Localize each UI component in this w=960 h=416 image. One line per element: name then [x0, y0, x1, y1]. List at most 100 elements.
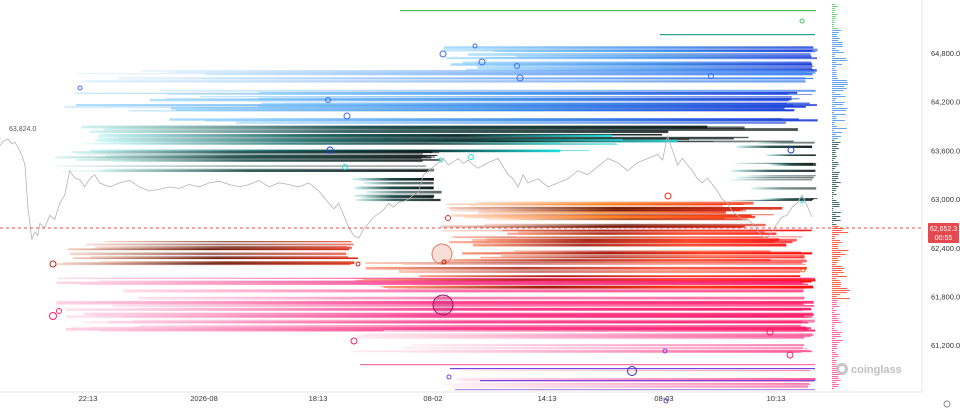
- liquidation-band: [456, 378, 816, 381]
- profile-bar: [832, 86, 845, 87]
- profile-bar: [832, 20, 834, 21]
- profile-bar: [832, 270, 842, 271]
- profile-bar: [832, 338, 835, 339]
- profile-bar: [832, 292, 847, 293]
- liquidation-band: [99, 261, 355, 264]
- liquidation-marker: [432, 294, 454, 316]
- liquidation-band: [56, 302, 803, 305]
- liquidation-marker: [77, 85, 83, 91]
- liquidation-band: [457, 382, 810, 385]
- profile-bar: [832, 238, 835, 239]
- liquidation-band: [513, 218, 745, 220]
- profile-bar: [832, 216, 841, 217]
- profile-bar: [832, 164, 839, 165]
- liquidation-band: [104, 241, 352, 243]
- x-tick-label: 08-02: [423, 394, 442, 403]
- profile-bar: [832, 298, 850, 299]
- liquidation-band: [477, 67, 812, 69]
- profile-bar: [832, 46, 844, 47]
- profile-bar: [832, 156, 837, 157]
- profile-bar: [832, 232, 849, 233]
- liquidation-band: [412, 285, 813, 288]
- profile-bar: [832, 314, 840, 315]
- liquidation-band: [730, 199, 813, 201]
- profile-bar: [832, 322, 842, 323]
- profile-bar: [832, 186, 839, 187]
- profile-bar: [832, 358, 835, 359]
- liquidation-band: [517, 231, 765, 234]
- profile-bar: [832, 104, 844, 105]
- profile-bar: [832, 24, 835, 25]
- liquidation-marker: [766, 328, 774, 336]
- profile-bar: [832, 74, 837, 75]
- profile-bar: [832, 100, 835, 101]
- liquidation-band: [484, 223, 766, 227]
- profile-bar: [832, 360, 837, 361]
- profile-bar: [832, 214, 836, 215]
- y-tick-label: 64,200.0: [931, 98, 960, 107]
- profile-bar: [832, 378, 839, 379]
- liquidation-band: [451, 214, 752, 217]
- profile-bar: [832, 78, 838, 79]
- liquidation-band: [80, 283, 809, 285]
- profile-bar: [832, 152, 836, 153]
- settings-icon[interactable]: [943, 400, 951, 408]
- liquidation-band: [104, 317, 809, 319]
- liquidation-marker: [355, 261, 361, 267]
- profile-bar: [832, 80, 848, 81]
- profile-bar: [832, 308, 834, 309]
- profile-bar: [832, 222, 833, 223]
- liquidation-level-line: [660, 34, 815, 36]
- liquidation-band: [766, 154, 816, 156]
- liquidation-band: [501, 254, 805, 258]
- profile-bar: [832, 114, 846, 115]
- profile-bar: [832, 380, 841, 381]
- profile-bar: [832, 370, 837, 371]
- liquidation-band: [476, 65, 814, 67]
- profile-bar: [832, 356, 839, 357]
- liquidation-band: [103, 128, 798, 131]
- liquidation-band: [149, 98, 789, 102]
- profile-bar: [832, 230, 843, 231]
- profile-bar: [832, 96, 846, 97]
- profile-bar: [832, 116, 837, 117]
- profile-bar: [832, 42, 843, 43]
- profile-bar: [832, 182, 841, 183]
- profile-bar: [832, 112, 834, 113]
- profile-bar: [832, 60, 848, 61]
- profile-bar: [832, 340, 843, 341]
- liquidation-band: [75, 104, 817, 106]
- liquidation-band: [95, 247, 353, 249]
- liquidation-band: [486, 238, 780, 242]
- profile-bar: [832, 206, 840, 207]
- profile-bar: [832, 190, 836, 191]
- profile-bar: [832, 48, 836, 49]
- liquidation-band: [736, 176, 814, 179]
- profile-bar: [832, 352, 836, 353]
- liquidation-band: [55, 156, 432, 159]
- liquidation-band: [516, 55, 812, 58]
- profile-bar: [832, 62, 837, 63]
- profile-bar: [832, 316, 837, 317]
- liquidation-band: [175, 109, 795, 112]
- profile-bar: [832, 334, 840, 335]
- liquidation-markers: [49, 18, 806, 404]
- liquidation-band: [383, 330, 806, 333]
- profile-bar: [832, 136, 841, 137]
- price-line: [0, 134, 813, 240]
- profile-bar: [832, 184, 836, 185]
- profile-bar: [832, 146, 837, 147]
- profile-bar: [832, 388, 835, 389]
- liquidation-marker: [627, 366, 637, 376]
- profile-bar: [832, 288, 848, 289]
- liquidation-band: [450, 63, 813, 66]
- liquidation-level-line: [450, 368, 815, 370]
- liquidation-band: [255, 94, 813, 95]
- profile-bar: [832, 106, 836, 107]
- liquidation-band: [751, 187, 817, 190]
- profile-bar: [832, 306, 840, 307]
- liquidation-band: [356, 198, 441, 202]
- liquidation-band: [75, 73, 812, 75]
- liquidation-band: [90, 256, 349, 258]
